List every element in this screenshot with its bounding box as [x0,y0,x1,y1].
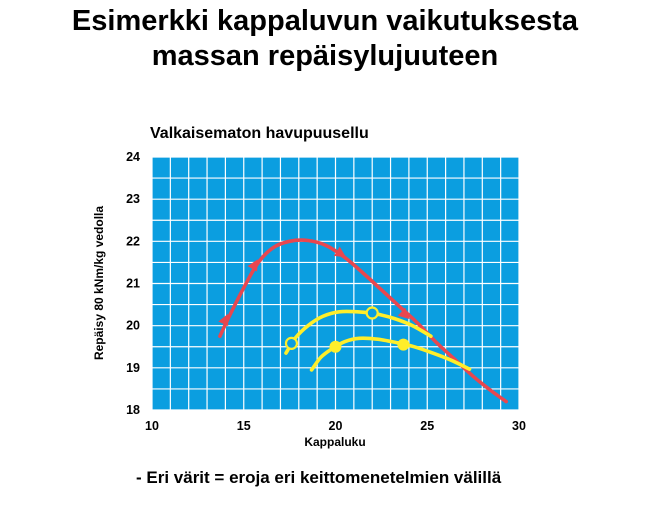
data-point-filled-circle [397,338,410,351]
x-tick-label: 10 [145,419,159,433]
y-tick-label: 23 [126,192,140,206]
series-2 [284,306,433,355]
x-axis-label: Kappaluku [304,435,365,449]
x-tick-label: 30 [512,419,526,433]
data-point-triangle [218,313,229,327]
slide-title-line-2: massan repäisylujuuteen [151,40,499,72]
series-layer [218,238,508,404]
series-line [284,309,433,355]
x-tick-label: 20 [329,419,343,433]
tick-labels: 10 15 20 25 30 18 19 20 21 22 23 24 [126,150,526,433]
data-point-triangle [333,246,347,258]
y-tick-label: 22 [126,234,140,248]
series-line [309,336,472,372]
y-tick-label: 19 [126,361,140,375]
data-point-open-circle [284,336,299,350]
y-axis-label: Repäisy 80 kNm/kg vedolla [92,206,106,360]
x-tick-label: 25 [420,419,434,433]
data-point-triangle [247,259,258,272]
y-tick-label: 18 [126,403,140,417]
data-point-open-circle [365,306,379,320]
data-point-triangle [397,307,410,320]
footnote: - Eri värit = eroja eri keittomenetelmie… [136,468,502,487]
chart-title: Valkaisematon havupuusellu [150,125,369,142]
slide-title: Esimerkki kappaluvun vaikutuksesta massa… [0,4,650,74]
series-3 [309,336,472,372]
x-tick-label: 15 [237,419,251,433]
y-tick-label: 21 [126,277,140,291]
y-tick-label: 20 [126,319,140,333]
slide-title-line-1: Esimerkki kappaluvun vaikutuksesta [71,5,579,37]
grid-lines [151,156,520,411]
y-tick-label: 24 [126,150,140,164]
data-point-filled-circle [329,340,342,353]
